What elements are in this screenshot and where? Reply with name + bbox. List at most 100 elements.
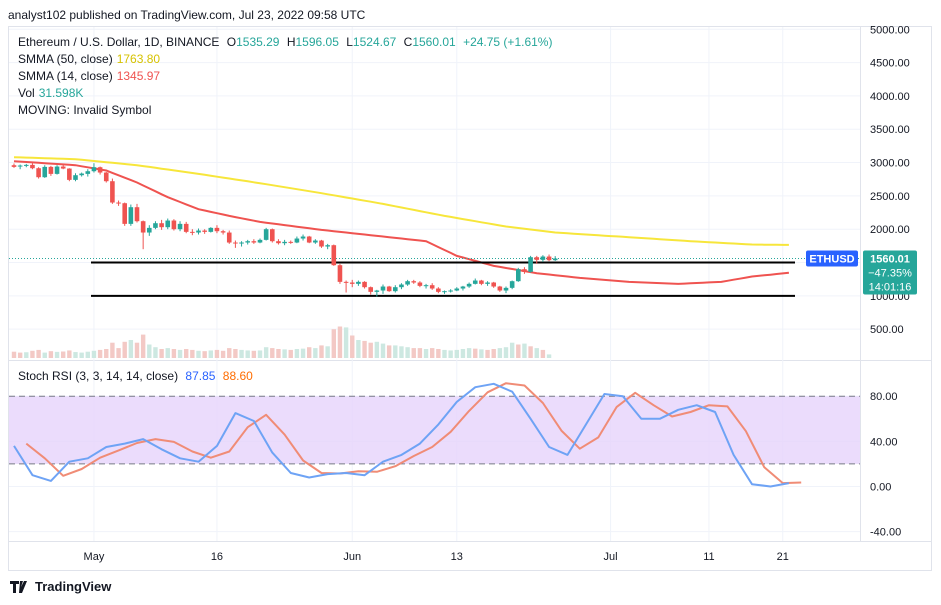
- volume-bar: [17, 352, 23, 358]
- volume-bar: [122, 341, 127, 358]
- candle-body: [534, 257, 540, 260]
- volume-bar: [91, 350, 97, 358]
- chart-frame: [8, 26, 932, 571]
- ohlc-close: 1560.01: [412, 35, 456, 49]
- tradingview-mark-icon: [10, 580, 27, 593]
- main-legend: Ethereum / U.S. Dollar, 1D, BINANCE O153…: [18, 34, 552, 119]
- volume-bar: [288, 349, 293, 358]
- ohlc-low: 1524.67: [352, 35, 397, 49]
- candle-body: [110, 181, 115, 203]
- ohlc-open-key: O: [226, 35, 237, 49]
- candle-body: [97, 167, 103, 173]
- candle-body: [257, 239, 263, 243]
- volume-bar: [460, 349, 466, 358]
- volume-bar: [11, 351, 17, 358]
- volume-bar: [165, 348, 170, 358]
- candle-body: [54, 166, 60, 174]
- candle-body: [183, 223, 189, 232]
- candle-body: [140, 221, 146, 233]
- volume-bar: [177, 349, 183, 358]
- candle-body: [497, 286, 503, 291]
- smma50-value: 1763.80: [116, 52, 161, 66]
- volume-bar: [300, 348, 306, 358]
- volume-bar: [516, 344, 521, 358]
- candle-body: [171, 220, 177, 230]
- time-tick-label: 13: [451, 551, 463, 563]
- candle-body: [270, 229, 275, 242]
- volume-bar: [116, 348, 121, 358]
- symbol-title: Ethereum / U.S. Dollar, 1D, BINANCE: [18, 35, 220, 49]
- candle-body: [448, 290, 453, 292]
- candle-body: [67, 168, 72, 180]
- rsi-tick-label: 40.00: [870, 436, 898, 448]
- candle-body: [472, 280, 478, 284]
- rsi-d-value: 88.60: [222, 369, 253, 383]
- volume-bar: [540, 349, 546, 358]
- candle-body: [220, 231, 226, 233]
- candle-body: [460, 286, 466, 289]
- volume-bar: [48, 351, 54, 358]
- candle-body: [60, 166, 66, 169]
- candle-body: [208, 227, 214, 232]
- volume-bar: [61, 351, 66, 358]
- price-tick-label: 3500.00: [870, 124, 910, 136]
- candle-body: [393, 287, 398, 292]
- candle-body: [485, 282, 490, 284]
- price-badge-value: 1560.01: [870, 254, 910, 266]
- candle-body: [386, 286, 392, 292]
- candle-body: [226, 232, 232, 243]
- volume-bar: [522, 343, 527, 358]
- volume-bar: [417, 348, 423, 358]
- candle-body: [190, 231, 195, 233]
- volume-bar: [528, 346, 533, 358]
- price-badge-change: −47.35%: [868, 268, 912, 280]
- candle-body: [522, 269, 527, 272]
- stoch-k-line: [13, 382, 790, 488]
- candle-body: [306, 236, 312, 243]
- candle-body: [91, 167, 97, 172]
- candle-body: [436, 288, 441, 292]
- candle-body: [368, 287, 373, 292]
- volume-bar: [362, 340, 367, 358]
- stoch-d-line: [25, 382, 802, 485]
- candle-body: [546, 256, 552, 261]
- rsi-tick-label: 0.00: [870, 482, 891, 494]
- volume-bar: [393, 345, 398, 358]
- volume-bar: [503, 347, 509, 358]
- candle-body: [239, 242, 244, 244]
- volume-bar: [67, 350, 72, 358]
- volume-bar: [233, 349, 238, 358]
- candle-body: [116, 202, 121, 204]
- candle-body: [454, 288, 460, 291]
- volume-bar: [325, 346, 330, 358]
- candle-body: [313, 240, 318, 243]
- candle-body: [36, 168, 41, 178]
- smma50-label: SMMA (50, close): [18, 52, 113, 66]
- time-tick-label: 11: [703, 551, 714, 563]
- volume-bar: [276, 349, 281, 358]
- candle-body: [288, 241, 294, 243]
- ohlc-high: 1596.05: [295, 35, 339, 49]
- volume-bar: [24, 352, 29, 358]
- price-change: +24.75 (+1.61%): [463, 35, 553, 49]
- candle-body: [85, 171, 91, 174]
- candle-body: [325, 245, 330, 247]
- moving-label: MOVING: Invalid Symbol: [18, 103, 152, 117]
- volume-bar: [128, 340, 134, 358]
- tradingview-logo[interactable]: TradingView: [10, 579, 111, 594]
- legend-title-row: Ethereum / U.S. Dollar, 1D, BINANCE O153…: [18, 34, 552, 51]
- candle-body: [42, 166, 48, 178]
- volume-bar: [85, 351, 90, 358]
- volume-bar: [319, 345, 324, 358]
- candle-body: [337, 265, 343, 282]
- volume-bar: [42, 352, 47, 358]
- candle-body: [11, 165, 17, 167]
- volume-bar: [251, 350, 257, 358]
- volume-bar: [386, 345, 392, 358]
- candle-body: [276, 241, 281, 244]
- volume-bar: [263, 347, 269, 358]
- volume-bar: [110, 342, 115, 358]
- ohlc-open: 1535.29: [236, 35, 280, 49]
- volume-bar: [270, 348, 275, 358]
